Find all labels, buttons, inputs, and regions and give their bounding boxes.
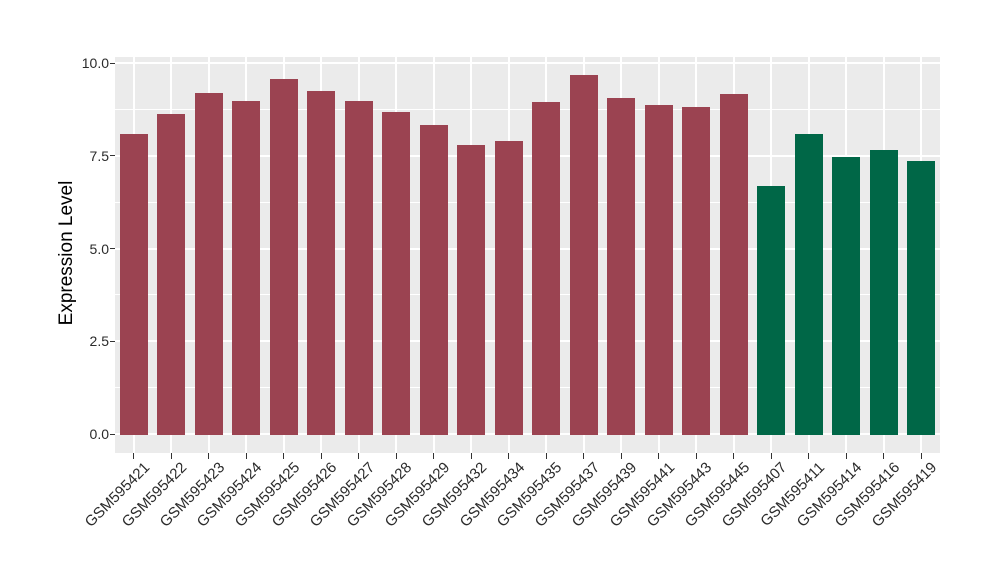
bar-GSM595414 — [832, 157, 861, 436]
gridline-major — [115, 433, 940, 435]
bar-GSM595427 — [344, 100, 373, 436]
x-tick-mark — [620, 453, 622, 459]
bar-GSM595426 — [307, 90, 336, 436]
x-tick-mark — [133, 453, 135, 459]
x-tick-mark — [583, 453, 585, 459]
bar-GSM595434 — [494, 140, 523, 436]
bar-GSM595435 — [532, 102, 561, 436]
bar-GSM595416 — [869, 150, 898, 436]
bar-GSM595424 — [232, 100, 261, 436]
bar-GSM595443 — [682, 107, 711, 436]
x-tick-mark — [920, 453, 922, 459]
y-tick-mark — [110, 248, 115, 249]
bar-GSM595432 — [457, 144, 486, 436]
x-tick-mark — [470, 453, 472, 459]
bar-GSM595445 — [719, 93, 748, 436]
x-tick-mark — [770, 453, 772, 459]
x-tick-mark — [545, 453, 547, 459]
x-tick-mark — [695, 453, 697, 459]
bar-GSM595411 — [794, 134, 823, 436]
x-tick-mark — [658, 453, 660, 459]
x-tick-mark — [433, 453, 435, 459]
gridline-minor — [115, 108, 940, 110]
x-tick-mark — [845, 453, 847, 459]
gridline-minor — [115, 201, 940, 203]
y-tick-mark — [110, 62, 115, 64]
bar-GSM595422 — [157, 114, 186, 436]
y-tick-label: 2.5 — [89, 333, 109, 350]
bar-GSM595407 — [757, 186, 786, 436]
y-tick-mark — [110, 340, 115, 342]
x-tick-mark — [208, 453, 210, 459]
x-tick-mark — [508, 453, 510, 459]
plot-panel — [115, 57, 940, 453]
x-tick-mark — [283, 453, 285, 459]
bar-GSM595429 — [419, 124, 448, 436]
bar-GSM595441 — [644, 104, 673, 436]
y-tick-label: 0.0 — [89, 426, 109, 442]
bar-GSM595439 — [607, 97, 636, 436]
bar-GSM595425 — [269, 78, 298, 436]
gridline-major — [115, 62, 940, 64]
y-tick-label: 10.0 — [81, 55, 109, 71]
bar-GSM595437 — [569, 75, 598, 436]
x-tick-mark — [358, 453, 360, 459]
y-tick-label: 5.0 — [89, 240, 109, 257]
x-tick-mark — [170, 453, 172, 459]
gridline-minor — [115, 387, 940, 389]
x-tick-mark — [733, 453, 735, 459]
bar-GSM595421 — [119, 134, 148, 436]
x-tick-mark — [883, 453, 885, 459]
y-tick-mark — [110, 433, 115, 435]
x-tick-mark — [395, 453, 397, 459]
gridline-major — [115, 340, 940, 343]
bar-GSM595423 — [194, 92, 223, 436]
gridline-major — [115, 247, 940, 250]
gridline-major — [115, 154, 940, 157]
x-tick-mark — [320, 453, 322, 459]
y-tick-mark — [110, 155, 115, 157]
gridline-minor — [115, 294, 940, 296]
bar-GSM595419 — [907, 160, 936, 436]
x-tick-mark — [808, 453, 810, 459]
bar-GSM595428 — [382, 112, 411, 436]
x-tick-mark — [245, 453, 247, 459]
y-tick-label: 7.5 — [89, 147, 109, 164]
